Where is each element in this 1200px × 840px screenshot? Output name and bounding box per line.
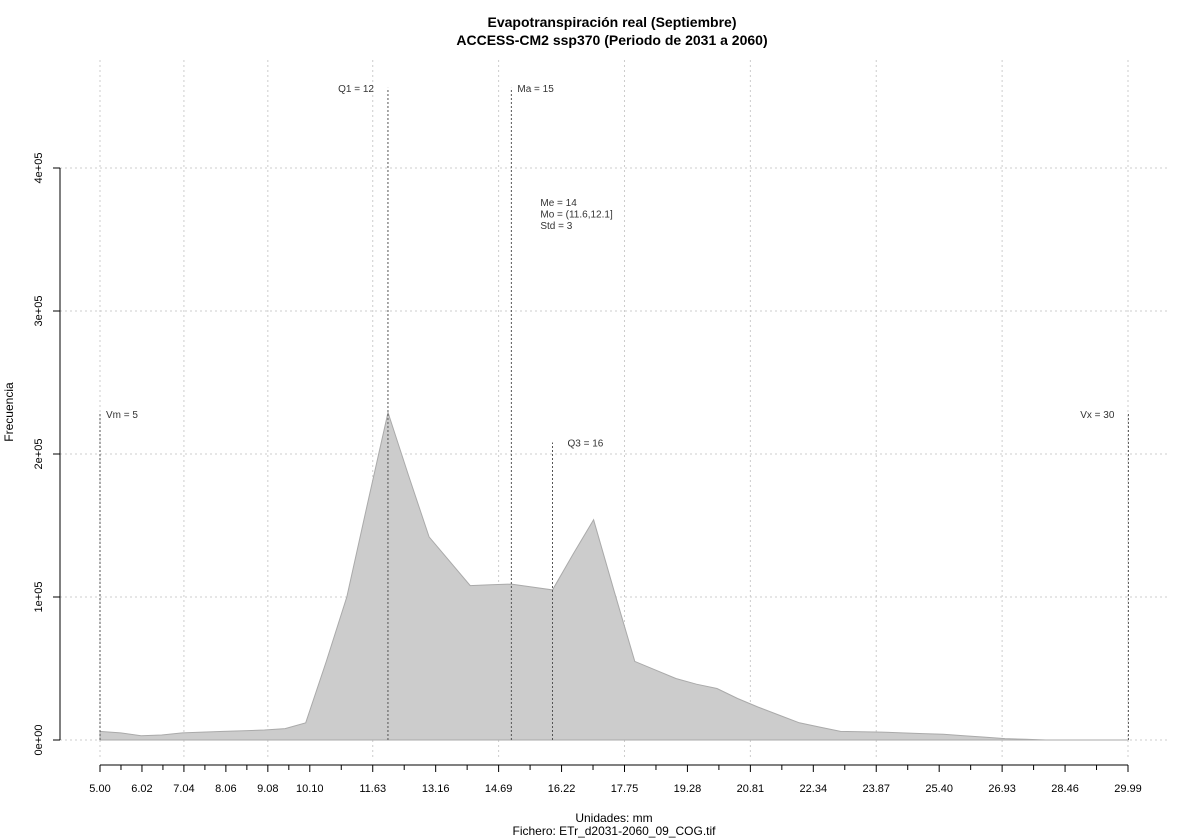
annotation-label-vx: Vx = 30 bbox=[1080, 410, 1115, 421]
file-footer: Fichero: ETr_d2031-2060_09_COG.tif bbox=[513, 824, 717, 838]
x-tick-label: 28.46 bbox=[1051, 783, 1079, 795]
x-axis-label: Unidades: mm bbox=[575, 811, 652, 825]
y-axis: 0e+00 1e+05 2e+05 3e+05 4e+05 bbox=[33, 153, 61, 756]
chart-subtitle: ACCESS-CM2 ssp370 (Periodo de 2031 a 206… bbox=[456, 32, 767, 48]
x-tick-label: 26.93 bbox=[988, 783, 1016, 795]
y-tick-label: 1e+05 bbox=[33, 582, 45, 613]
x-axis: 5.00 6.02 7.04 8.06 9.08 10.10 11.63 13.16 14.69… bbox=[89, 764, 1142, 795]
y-axis-label: Frecuencia bbox=[2, 382, 16, 442]
x-tick-label: 17.75 bbox=[611, 783, 639, 795]
x-tick-label: 16.22 bbox=[548, 783, 576, 795]
annotation-label-q3: Q3 = 16 bbox=[568, 439, 604, 450]
x-tick-label: 29.99 bbox=[1114, 783, 1142, 795]
annotation-label-ma: Ma = 15 bbox=[517, 84, 554, 95]
x-tick-label: 6.02 bbox=[131, 783, 152, 795]
x-tick-label: 23.87 bbox=[862, 783, 890, 795]
y-tick-label: 3e+05 bbox=[33, 296, 45, 327]
x-tick-label: 13.16 bbox=[422, 783, 450, 795]
x-tick-label: 8.06 bbox=[215, 783, 236, 795]
stats-line: Mo = (11.6,12.1] bbox=[540, 210, 613, 221]
annotation-lines: Vm = 5 Q1 = 12 Ma = 15 Q3 = 16 Vx = 30 bbox=[99, 84, 1129, 740]
y-tick-label: 0e+00 bbox=[33, 725, 45, 756]
y-tick-label: 4e+05 bbox=[33, 153, 45, 184]
chart-title: Evapotranspiración real (Septiembre) bbox=[488, 14, 737, 30]
x-tick-label: 19.28 bbox=[674, 783, 702, 795]
grid-lines bbox=[60, 60, 1170, 760]
x-tick-label: 25.40 bbox=[925, 783, 953, 795]
x-tick-label: 9.08 bbox=[257, 783, 278, 795]
x-tick-label: 11.63 bbox=[359, 783, 386, 795]
x-tick-label: 20.81 bbox=[737, 783, 765, 795]
frequency-area bbox=[99, 410, 1129, 741]
annotation-label-q1: Q1 = 12 bbox=[338, 84, 374, 95]
area-series bbox=[99, 410, 1129, 741]
x-tick-label: 7.04 bbox=[173, 783, 194, 795]
x-tick-label: 5.00 bbox=[89, 783, 110, 795]
x-tick-label: 10.10 bbox=[296, 783, 324, 795]
stats-line: Std = 3 bbox=[540, 221, 572, 232]
y-tick-label: 2e+05 bbox=[33, 439, 45, 470]
annotation-label-vm: Vm = 5 bbox=[106, 410, 138, 421]
x-tick-label: 22.34 bbox=[800, 783, 828, 795]
stats-line: Me = 14 bbox=[540, 198, 577, 209]
x-tick-label: 14.69 bbox=[485, 783, 513, 795]
